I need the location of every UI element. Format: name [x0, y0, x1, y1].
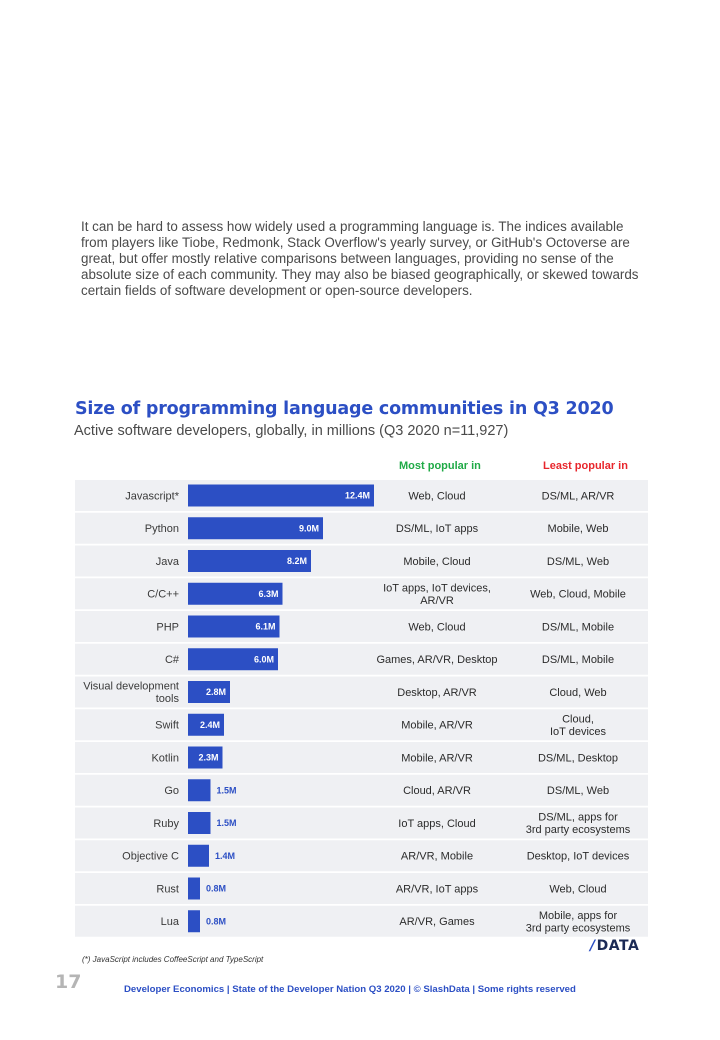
row-band [75, 742, 648, 773]
intro-paragraph: It can be hard to assess how widely used… [81, 219, 639, 298]
bar [188, 615, 280, 638]
least-popular-cell: DS/ML, Web [547, 556, 609, 568]
footnote: (*) JavaScript includes CoffeeScript and… [82, 955, 264, 964]
bar-value-label: 0.8M [206, 916, 226, 926]
bar [188, 910, 200, 933]
footer-copyright: © SlashData [413, 984, 470, 995]
least-popular-cell: Desktop, IoT devices [527, 851, 630, 863]
chart-title: Size of programming language communities… [75, 399, 614, 419]
most-popular-cell: Mobile, Cloud [403, 556, 470, 568]
bar-value-label: 6.3M [258, 589, 278, 599]
least-popular-cell: Web, Cloud, Mobile [530, 589, 626, 601]
bar [188, 877, 200, 900]
most-popular-cell: Games, AR/VR, Desktop [376, 654, 497, 666]
language-label: Visual development tools [83, 681, 179, 706]
bar [188, 844, 209, 867]
most-popular-cell: AR/VR, Mobile [401, 851, 473, 863]
bar-value-label: 6.1M [255, 622, 275, 632]
most-popular-cell: Web, Cloud [408, 621, 465, 633]
most-popular-header: Most popular in [399, 460, 481, 472]
row-band [75, 905, 648, 937]
row-band [75, 774, 648, 806]
bar [188, 582, 283, 605]
language-label: C# [165, 654, 180, 666]
least-popular-cell: Mobile, Web [548, 523, 609, 535]
bar-value-label: 2.4M [200, 720, 220, 730]
row-band [75, 873, 648, 904]
row-band [75, 676, 648, 708]
footer-report-title: State of the Developer Nation Q3 2020 [232, 984, 406, 995]
chart-subtitle: Active software developers, globally, in… [74, 423, 509, 439]
language-label: Objective C [122, 851, 179, 863]
bar [188, 779, 211, 802]
language-label: Python [145, 523, 179, 535]
bar-value-label: 2.8M [206, 687, 226, 697]
least-popular-cell: DS/ML, AR/VR [542, 490, 615, 502]
language-label: Javascript* [125, 490, 180, 502]
footer-publication: Developer Economics [124, 984, 225, 995]
row-band [75, 807, 648, 839]
least-popular-cell: DS/ML, Mobile [542, 654, 614, 666]
language-label: Java [156, 556, 180, 568]
most-popular-cell: Desktop, AR/VR [397, 687, 477, 699]
bar [188, 713, 224, 736]
most-popular-cell: Cloud, AR/VR [403, 785, 471, 797]
most-popular-cell: IoT apps, IoT devices, AR/VR [383, 582, 491, 607]
least-popular-cell: Cloud, IoT devices [550, 713, 607, 738]
row-band [75, 578, 648, 610]
footer-rights: Some rights reserved [477, 984, 576, 995]
language-label: Kotlin [151, 752, 179, 764]
least-popular-cell: DS/ML, Web [547, 785, 609, 797]
language-label: Go [164, 785, 179, 797]
bar [188, 648, 278, 671]
most-popular-cell: Mobile, AR/VR [401, 720, 473, 732]
language-label: Rust [156, 883, 179, 895]
most-popular-cell: Web, Cloud [408, 490, 465, 502]
page-number: 17 [55, 971, 82, 993]
least-popular-cell: DS/ML, Desktop [538, 752, 618, 764]
least-popular-cell: Web, Cloud [549, 883, 606, 895]
language-label: Ruby [153, 818, 179, 830]
bar-value-label: 9.0M [299, 523, 319, 533]
most-popular-cell: AR/VR, Games [399, 916, 475, 928]
least-popular-cell: Mobile, apps for 3rd party ecosystems [526, 910, 631, 935]
least-popular-cell: DS/ML, apps for 3rd party ecosystems [526, 812, 631, 837]
row-band [75, 643, 648, 675]
bar [188, 484, 374, 507]
most-popular-cell: IoT apps, Cloud [398, 818, 475, 830]
footer: Developer Economics | State of the Devel… [124, 984, 576, 995]
language-label: Swift [155, 720, 179, 732]
bar [188, 746, 223, 769]
bar [188, 550, 311, 572]
bar-value-label: 1.5M [217, 785, 237, 795]
bar-value-label: 6.0M [254, 654, 274, 664]
bar-value-label: 2.3M [198, 753, 218, 763]
bar-value-label: 1.4M [215, 851, 235, 861]
language-label: C/C++ [147, 589, 179, 601]
language-label: Lua [161, 916, 180, 928]
row-band [75, 611, 648, 642]
row-band [75, 545, 648, 577]
bar-value-label: 12.4M [345, 491, 370, 501]
bar-value-label: 0.8M [206, 884, 226, 894]
bar-value-label: 8.2M [287, 556, 307, 566]
most-popular-cell: DS/ML, IoT apps [396, 523, 479, 535]
most-popular-cell: AR/VR, IoT apps [396, 883, 479, 895]
most-popular-cell: Mobile, AR/VR [401, 752, 473, 764]
bar [188, 517, 323, 540]
least-popular-header: Least popular in [543, 460, 628, 472]
bar-value-label: 1.5M [217, 818, 237, 828]
least-popular-cell: Cloud, Web [549, 687, 606, 699]
slashdata-logo: /DATA [590, 938, 640, 954]
language-label: PHP [156, 621, 179, 633]
least-popular-cell: DS/ML, Mobile [542, 621, 614, 633]
row-band [75, 840, 648, 872]
bar [188, 681, 230, 703]
bar [188, 812, 211, 834]
row-band [75, 512, 648, 544]
row-band [75, 709, 648, 741]
